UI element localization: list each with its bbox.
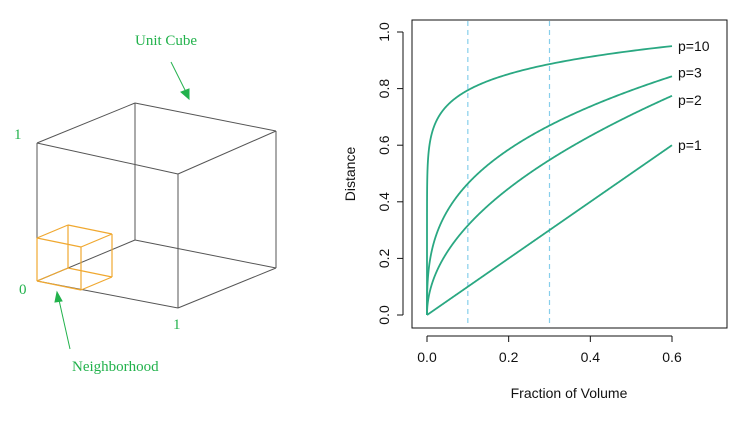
neighborhood-edge	[36, 237, 82, 248]
neighborhood-edge	[36, 267, 69, 282]
y-tick-label: 0.0	[376, 305, 392, 325]
y-axis-title: Distance	[342, 147, 358, 202]
series-line	[426, 94, 673, 315]
y-tick-label: 0.8	[376, 79, 392, 99]
series-line	[426, 144, 673, 316]
axis-label-one-right: 1	[173, 317, 181, 333]
cube-edge-front-top	[36, 142, 179, 175]
neighborhood-edge	[80, 276, 113, 291]
x-tick-label: 0.2	[499, 349, 519, 365]
x-tick-label: 0.4	[581, 349, 601, 365]
neighborhood-label: Neighborhood	[72, 359, 159, 375]
unit-cube-arrow	[170, 61, 190, 101]
neighborhood-arrow	[54, 290, 71, 350]
neighborhood-edge	[80, 233, 113, 248]
y-tick-label: 0.4	[376, 192, 392, 212]
reference-lines	[467, 21, 551, 327]
plot-frame	[411, 19, 728, 329]
curves	[426, 45, 673, 316]
axes: 0.0 0.2 0.4 0.6 0.0 0.2 0.4 0.6 0.8 1.0	[376, 22, 682, 365]
y-tick-label: 0.6	[376, 135, 392, 155]
y-tick-label: 0.2	[376, 248, 392, 268]
y-tick-label: 1.0	[376, 22, 392, 42]
axis-label-zero: 0	[19, 282, 27, 298]
unit-cube	[36, 102, 277, 309]
series-label: p=1	[678, 137, 702, 153]
axis-label-one-top: 1	[14, 127, 22, 143]
curve-labels: p=10 p=3 p=2 p=1	[678, 38, 710, 153]
series-label: p=3	[678, 64, 702, 80]
neighborhood-edge	[67, 224, 113, 235]
cube-edge-back-bottom	[134, 239, 277, 269]
neighborhood-edge	[36, 224, 69, 239]
x-tick-label: 0.6	[662, 349, 682, 365]
neighborhood-edge	[67, 267, 113, 278]
distance-chart: 0.0 0.2 0.4 0.60.00.20.40.60.81.0 p=10p=3p=…	[342, 19, 728, 401]
series-line	[426, 45, 673, 315]
cube-edge-connector-bottom-right	[177, 267, 277, 309]
series-line	[426, 75, 673, 315]
x-axis-title: Fraction of Volume	[511, 385, 628, 401]
unit-cube-label: Unit Cube	[135, 33, 197, 49]
series-label: p=10	[678, 38, 710, 54]
cube-edge-connector-top-right	[177, 130, 277, 175]
cube-edge-connector-top-left	[36, 102, 136, 144]
x-tick-label: 0.0	[417, 349, 437, 365]
unit-cube-diagram: Unit Cube 1 0 1 Neighborhood	[14, 33, 277, 375]
neighborhood-edge	[36, 280, 82, 291]
cube-edge-back-top	[134, 102, 277, 132]
neighborhood-cube	[36, 224, 113, 291]
series-label: p=2	[678, 92, 702, 108]
